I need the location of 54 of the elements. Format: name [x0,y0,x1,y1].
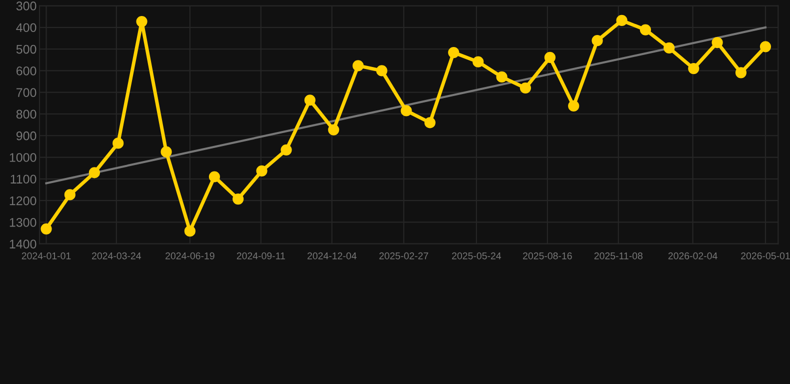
point [735,67,747,78]
point [208,171,220,182]
y-tick-label: 1300 [10,218,36,227]
x-tick-label: 2026-02-04 [668,252,718,260]
x-tick-label: 2024-09-11 [236,252,285,260]
x-tick-label: 2025-02-27 [379,252,428,260]
point [352,60,364,72]
point [568,100,580,112]
point [280,144,292,156]
point [88,167,100,178]
point [592,35,603,46]
x-tick-label: 2024-01-01 [22,252,71,260]
point [496,71,508,83]
point [64,189,76,200]
y-tick-label: 400 [16,23,36,32]
point [760,41,772,52]
point [544,52,556,64]
y-tick-label: 700 [16,88,36,97]
point [712,37,723,48]
point [640,24,652,36]
point [616,14,628,26]
point [664,42,675,54]
point [448,46,460,58]
y-tick-label: 1100 [10,174,36,184]
x-tick-label: 2024-03-24 [92,252,141,260]
point [400,105,412,116]
point [136,16,148,28]
point [328,124,340,136]
point [112,138,124,149]
point [688,62,700,74]
x-tick-label: 2025-05-24 [452,252,502,260]
x-tick-label: 2025-11-08 [594,252,643,260]
point [160,146,172,158]
point [424,117,436,128]
y-tick-label: 900 [16,131,36,140]
x-tick-label: 2026-05-01 [741,252,790,260]
y-tick-label: 800 [16,110,36,119]
y-tick-label: 1400 [10,240,36,248]
point [232,193,244,205]
point [304,94,316,106]
y-tick-label: 1200 [10,196,36,206]
y-tick-label: 1000 [10,153,36,162]
x-tick-label: 2024-12-04 [308,252,356,260]
y-tick-label: 500 [16,44,36,54]
y-tick-label: 600 [16,66,36,76]
point [184,226,196,237]
x-tick-label: 2025-08-16 [523,252,572,260]
y-tick-label: 300 [16,2,36,10]
point [520,82,532,94]
x-tick-label: 2024-06-19 [166,252,214,260]
point [256,165,268,176]
point [472,56,484,68]
point [40,223,52,234]
point [376,65,388,76]
